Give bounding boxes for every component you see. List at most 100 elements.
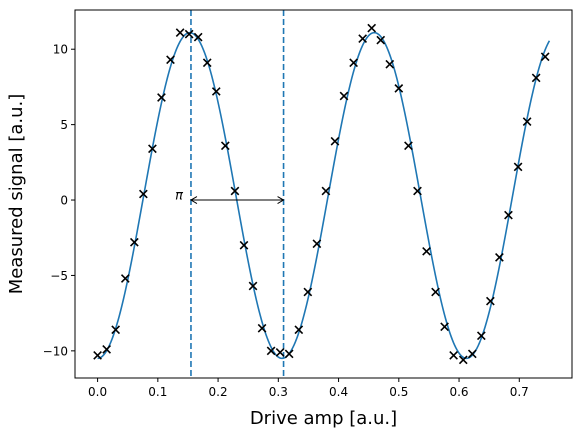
y-tick-label: 5 [60, 118, 68, 132]
x-tick-label: 0.3 [269, 385, 288, 399]
marker-stroke [239, 240, 249, 250]
data-point [440, 322, 449, 332]
data-point [93, 351, 102, 360]
data-point [175, 28, 185, 37]
data-point [431, 287, 440, 297]
data-point [513, 162, 523, 172]
marker-stroke [275, 347, 285, 357]
data-point [394, 84, 404, 93]
data-point [449, 351, 458, 360]
marker-stroke [202, 58, 212, 68]
marker-stroke [175, 28, 185, 37]
y-tick-label: 10 [53, 43, 68, 57]
marker-stroke [148, 144, 157, 154]
marker-stroke [440, 322, 449, 332]
marker-stroke [230, 186, 240, 196]
marker-stroke [394, 84, 404, 93]
data-point [367, 23, 377, 33]
x-tick-label: 0.6 [449, 385, 468, 399]
marker-stroke [266, 346, 276, 356]
marker-stroke [504, 210, 513, 220]
marker-stroke [220, 141, 230, 151]
data-point [294, 325, 304, 335]
x-axis-label: Drive amp [a.u.] [250, 408, 397, 429]
data-point [166, 55, 175, 65]
marker-stroke [367, 23, 377, 33]
marker-stroke [531, 73, 541, 83]
data-point [120, 274, 130, 283]
data-point [413, 186, 422, 196]
arrow-head-left [189, 196, 198, 204]
data-point [358, 34, 368, 44]
marker-stroke [257, 323, 267, 333]
data-point [284, 349, 294, 359]
marker-stroke [404, 141, 413, 151]
marker-stroke [385, 59, 395, 69]
data-point [531, 73, 541, 83]
data-point [102, 344, 111, 354]
data-point [148, 144, 157, 154]
data-point [312, 239, 322, 249]
data-point [211, 87, 221, 96]
data-point [321, 186, 331, 196]
x-tick-label: 0.2 [209, 385, 228, 399]
data-point [111, 325, 121, 335]
x-tick-label: 0.4 [329, 385, 348, 399]
marker-stroke [476, 331, 486, 341]
marker-stroke [211, 87, 221, 96]
data-point [129, 237, 139, 247]
marker-stroke [120, 274, 130, 283]
plot-area [93, 10, 551, 378]
marker-stroke [458, 355, 468, 365]
marker-stroke [522, 117, 532, 126]
marker-stroke [193, 32, 203, 42]
marker-stroke [431, 287, 440, 297]
y-tick-label: 0 [60, 194, 68, 208]
data-point [522, 117, 532, 126]
y-tick-label: −5 [50, 269, 68, 283]
data-point [139, 189, 148, 199]
marker-stroke [111, 325, 121, 335]
y-axis-ticks: −10 −5 0 5 10 [43, 43, 75, 358]
marker-stroke [166, 55, 175, 65]
data-point [220, 141, 230, 151]
data-point [230, 186, 240, 196]
pi-arrow-annotation [189, 196, 285, 204]
x-tick-label: 0.7 [510, 385, 529, 399]
marker-stroke [157, 93, 166, 102]
data-point [458, 355, 468, 365]
marker-stroke [540, 52, 550, 62]
data-point [257, 323, 267, 333]
data-point [486, 296, 495, 306]
marker-stroke [93, 351, 102, 360]
x-tick-label: 0.0 [88, 385, 107, 399]
data-point [239, 240, 249, 250]
marker-stroke [129, 237, 139, 247]
marker-stroke [102, 344, 111, 354]
marker-stroke [303, 287, 313, 297]
data-point [422, 246, 431, 256]
marker-stroke [467, 349, 477, 359]
data-point [330, 136, 340, 146]
data-point [385, 59, 395, 69]
marker-stroke [294, 325, 304, 335]
data-point [339, 91, 349, 101]
marker-stroke [449, 351, 458, 360]
pi-label: π [175, 189, 183, 204]
data-point [495, 252, 504, 262]
data-point [404, 141, 413, 151]
plot-frame [74, 9, 573, 379]
data-point [504, 210, 513, 220]
marker-stroke [422, 246, 431, 256]
data-point [540, 52, 550, 62]
data-point [193, 32, 203, 42]
x-tick-label: 0.5 [389, 385, 408, 399]
marker-stroke [349, 58, 358, 68]
data-point [476, 331, 486, 341]
marker-stroke [339, 91, 349, 101]
data-point [376, 35, 386, 45]
marker-stroke [495, 252, 504, 262]
marker-stroke [248, 281, 258, 291]
